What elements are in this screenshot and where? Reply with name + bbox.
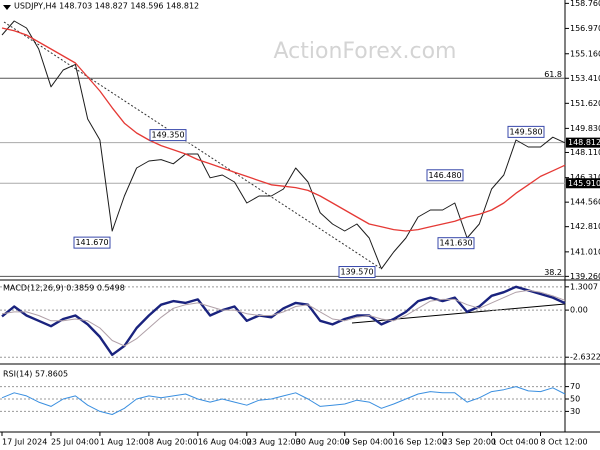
annotation-box — [507, 125, 545, 138]
x-tick-label: 16 Sep 12:00 — [394, 438, 447, 447]
y-tick-label: 146.310 — [570, 173, 600, 182]
annotation-box — [149, 129, 187, 142]
x-tick-label: 1 Oct 04:00 — [492, 438, 539, 447]
y-tick-label: -2.6322 — [570, 353, 600, 362]
series-line — [1, 20, 566, 270]
fib-label: 61.8 — [544, 70, 562, 79]
annotation-box — [426, 169, 464, 182]
y-tick-label: 0.00 — [570, 306, 588, 315]
x-tick-label: 17 Jul 2024 — [2, 438, 47, 447]
y-tick-label: 153.410 — [570, 74, 600, 83]
series-line — [1, 386, 566, 415]
annotation-label: 149.580 — [509, 127, 542, 136]
trend-line — [3, 21, 381, 269]
fib-label: 38.2 — [544, 268, 562, 277]
y-tick-label: 155.160 — [570, 49, 600, 58]
annotation-label: 149.350 — [151, 131, 184, 140]
y-tick-label: 141.010 — [570, 247, 600, 256]
watermark: ActionForex.com — [274, 39, 457, 64]
x-tick-label: 9 Sep 04:00 — [345, 438, 393, 447]
annotation-box — [437, 237, 475, 250]
x-tick-label: 23 Sep 20:00 — [443, 438, 496, 447]
x-tick-label: 25 Jul 04:00 — [51, 438, 99, 447]
annotation-label: 139.570 — [340, 268, 373, 277]
y-tick-label: 158.760 — [570, 0, 600, 8]
price-label: 148.812 — [568, 138, 600, 147]
x-tick-label: 16 Aug 04:00 — [198, 438, 252, 447]
y-tick-label: 50 — [570, 395, 580, 404]
annotation-box — [338, 266, 376, 279]
series-line — [1, 285, 566, 356]
y-tick-label: 151.620 — [570, 99, 600, 108]
panel-title: MACD(12,26,9) 0.3859 0.5498 — [3, 284, 125, 293]
panel-title: USDJPY,H4 148.703 148.827 148.596 148.81… — [14, 2, 199, 11]
y-tick-label: 70 — [570, 382, 580, 391]
x-tick-label: 8 Oct 12:00 — [541, 438, 588, 447]
annotation-box — [73, 236, 111, 249]
x-tick-label: 1 Aug 12:00 — [100, 438, 149, 447]
y-tick-label: 149.830 — [570, 124, 600, 133]
annotation-label: 141.630 — [439, 239, 472, 248]
x-tick-label: 30 Aug 20:00 — [296, 438, 350, 447]
annotation-label: 141.670 — [75, 238, 108, 247]
annotation-label: 146.480 — [428, 171, 461, 180]
panel-title: RSI(14) 57.8605 — [3, 370, 68, 379]
x-tick-label: 23 Aug 12:00 — [247, 438, 301, 447]
y-tick-label: 30 — [570, 407, 580, 416]
y-tick-label: 142.810 — [570, 222, 600, 231]
x-tick-label: 8 Aug 20:00 — [149, 438, 198, 447]
header-icon — [3, 5, 11, 10]
price-box — [566, 137, 600, 148]
price-box — [566, 178, 600, 189]
series-line — [1, 289, 566, 347]
price-label: 145.910 — [568, 179, 600, 188]
y-tick-label: 148.110 — [570, 148, 600, 157]
series-line — [1, 27, 566, 232]
y-tick-label: 144.560 — [570, 198, 600, 207]
y-tick-label: 1.3007 — [570, 282, 598, 291]
y-tick-label: 156.970 — [570, 24, 600, 33]
y-tick-label: 139.260 — [570, 272, 600, 281]
